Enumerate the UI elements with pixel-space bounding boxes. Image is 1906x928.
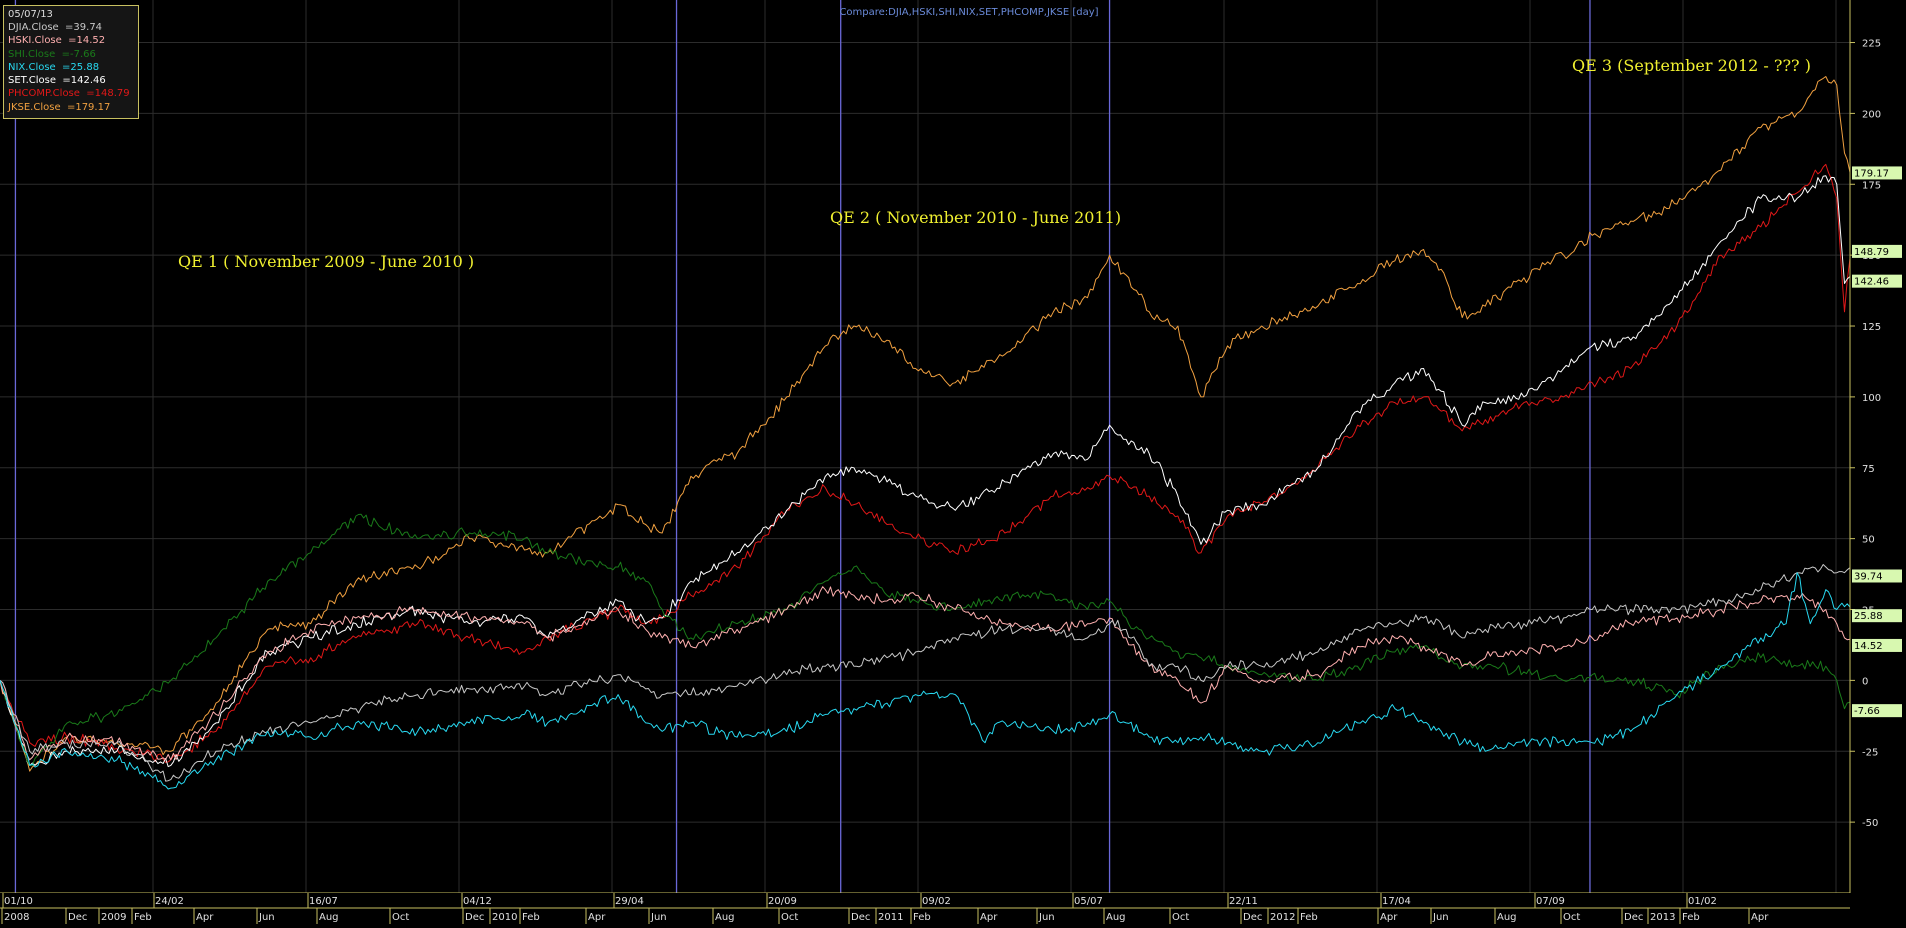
last-value-box [1852, 244, 1902, 258]
time-label-bottom: Aug [1106, 912, 1126, 923]
time-label-top: 07/09 [1536, 896, 1565, 907]
y-tick-label: 100 [1862, 393, 1881, 404]
last-value-box [1852, 569, 1902, 583]
last-value-label: 39.74 [1854, 571, 1883, 582]
time-label-top: 17/04 [1382, 896, 1411, 907]
time-label-top: 01/02 [1688, 896, 1717, 907]
last-value-box [1852, 274, 1902, 288]
y-tick-label: 125 [1862, 322, 1881, 333]
title-container: Compare:DJIA,HSKI,SHI,NIX,SET,PHCOMP,JKS… [0, 0, 1906, 19]
time-label-bottom: Feb [1300, 912, 1318, 923]
time-label-bottom: Aug [319, 912, 339, 923]
qe-annotation-3: QE 3 (September 2012 - ??? ) [1572, 56, 1811, 75]
y-tick-label: 0 [1862, 676, 1868, 687]
y-tick-label: 175 [1862, 180, 1881, 191]
time-label-bottom: Oct [392, 912, 409, 923]
series-line-djia [0, 564, 1851, 782]
y-tick-label: -25 [1862, 747, 1878, 758]
y-tick-label: 200 [1862, 109, 1881, 120]
legend-entry: PHCOMP.Close =148.79 [8, 88, 130, 100]
time-label-bottom: Jun [1432, 912, 1449, 923]
time-label-bottom: Dec [465, 912, 484, 923]
time-label-top: 04/12 [463, 896, 492, 907]
time-label-bottom: Apr [196, 912, 214, 923]
last-value-box [1852, 166, 1902, 180]
time-label-bottom: Aug [1497, 912, 1517, 923]
legend-entry: SET.Close =142.46 [8, 75, 106, 87]
time-label-bottom: Aug [715, 912, 735, 923]
series-line-hski [0, 586, 1851, 761]
time-label-bottom: Feb [913, 912, 931, 923]
time-label-top: 29/04 [615, 896, 644, 907]
time-label-bottom: 2009 [101, 912, 126, 923]
time-label-bottom: Dec [851, 912, 870, 923]
time-label-top: 01/10 [4, 896, 33, 907]
series-line-jkse [0, 76, 1851, 772]
legend-entry: SHI.Close =-7.66 [8, 48, 96, 60]
time-label-bottom: Dec [1243, 912, 1262, 923]
time-label-bottom: 2008 [4, 912, 29, 923]
time-label-bottom: Apr [588, 912, 606, 923]
qe-annotation-1: QE 1 ( November 2009 - June 2010 ) [178, 252, 474, 271]
grid-layer [0, 0, 1850, 893]
legend-date: 05/07/13 [8, 9, 53, 20]
time-label-bottom: Apr [980, 912, 998, 923]
last-value-box [1852, 638, 1902, 652]
time-label-bottom: Apr [1751, 912, 1769, 923]
time-label-bottom: 2012 [1270, 912, 1295, 923]
time-label-bottom: Oct [1563, 912, 1580, 923]
legend-entry: JKSE.Close =179.17 [8, 101, 111, 113]
time-label-bottom: Feb [134, 912, 152, 923]
time-label-bottom: Dec [1624, 912, 1643, 923]
time-label-bottom: Feb [522, 912, 540, 923]
series-line-phcomp [0, 163, 1851, 763]
y-tick-label: 225 [1862, 39, 1881, 50]
time-label-bottom: Jun [650, 912, 667, 923]
last-value-label: -7.66 [1854, 706, 1880, 717]
last-value-label: 142.46 [1854, 277, 1889, 288]
last-value-label: 14.52 [1854, 641, 1883, 652]
y-tick-label: 75 [1862, 464, 1875, 475]
time-label-top: 20/09 [768, 896, 797, 907]
time-label-top: 05/07 [1074, 896, 1103, 907]
annotation-layer: QE 1 ( November 2009 - June 2010 ) QE 2 (… [178, 56, 1811, 271]
time-label-bottom: Oct [1172, 912, 1189, 923]
time-label-bottom: 2010 [492, 912, 517, 923]
last-value-label: 25.88 [1854, 611, 1883, 622]
last-value-label: 179.17 [1854, 168, 1889, 179]
qe-marker-layer [14, 0, 1591, 893]
legend-entry: DJIA.Close =39.74 [8, 22, 103, 33]
series-line-set [0, 175, 1851, 768]
series-line-nix [0, 572, 1851, 790]
time-label-bottom: Apr [1380, 912, 1398, 923]
time-label-top: 22/11 [1229, 896, 1258, 907]
time-label-bottom: 2011 [878, 912, 903, 923]
time-label-bottom: Dec [68, 912, 87, 923]
last-value-box [1852, 609, 1902, 623]
y-tick-label: -50 [1862, 818, 1878, 829]
series-line-shi [0, 513, 1851, 766]
time-label-bottom: Oct [781, 912, 798, 923]
legend-entry: HSKI.Close =14.52 [8, 35, 106, 47]
last-value-box [1852, 704, 1902, 718]
compare-title: Compare:DJIA,HSKI,SHI,NIX,SET,PHCOMP,JKS… [839, 7, 1099, 18]
time-label-top: 24/02 [155, 896, 184, 907]
time-label-top: 16/07 [309, 896, 338, 907]
legend-entry: NIX.Close =25.88 [8, 61, 100, 73]
time-label-bottom: Jun [1038, 912, 1055, 923]
legend-rows: DJIA.Close =39.74 HSKI.Close =14.52 SHI.Cl… [8, 21, 134, 114]
y-tick-label: 50 [1862, 535, 1875, 546]
legend-box: 05/07/13 DJIA.Close =39.74 HSKI.Close =14… [3, 5, 139, 119]
time-label-top: 09/02 [922, 896, 951, 907]
time-label-bottom: Feb [1682, 912, 1700, 923]
series-layer [0, 76, 1851, 790]
last-value-label: 148.79 [1854, 247, 1889, 258]
qe-annotation-2: QE 2 ( November 2010 - June 2011) [830, 208, 1121, 227]
time-label-bottom: Jun [258, 912, 275, 923]
time-label-bottom: 2013 [1650, 912, 1675, 923]
